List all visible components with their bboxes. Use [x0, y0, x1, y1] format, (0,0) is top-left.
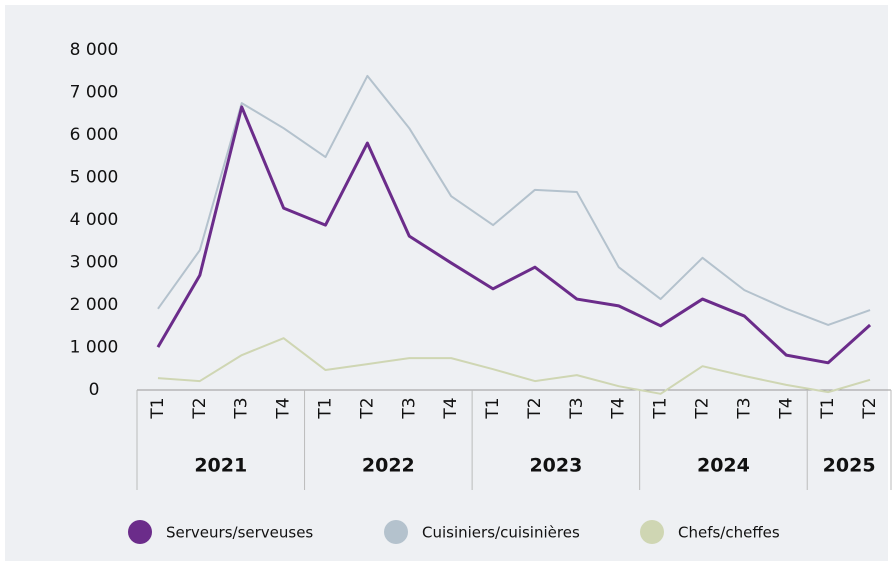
legend-swatch — [640, 520, 664, 544]
series-line — [157, 74, 871, 326]
year-label: 2025 — [823, 455, 876, 477]
x-tick-label: T1 — [651, 397, 671, 419]
legend-label: Cuisiniers/cuisinières — [422, 524, 580, 542]
x-tick-label: T4 — [441, 397, 461, 419]
x-tick-label: T3 — [567, 397, 587, 419]
year-label: 2022 — [362, 455, 415, 477]
legend-label: Chefs/cheffes — [678, 524, 780, 542]
y-tick-label: 8 000 — [70, 40, 119, 60]
y-tick-label: 2 000 — [70, 295, 119, 315]
y-tick-label: 5 000 — [70, 168, 119, 188]
legend-swatch — [384, 520, 408, 544]
x-tick-label: T2 — [357, 397, 377, 419]
x-tick-label: T4 — [609, 397, 629, 419]
y-tick-label: 7 000 — [70, 83, 119, 103]
x-tick-label: T2 — [860, 397, 880, 419]
x-tick-label: T1 — [148, 397, 168, 419]
x-tick-label: T1 — [483, 397, 503, 419]
series-line — [157, 337, 871, 395]
y-tick-label: 3 000 — [70, 253, 119, 273]
x-tick-label: T4 — [776, 397, 796, 419]
y-tick-label: 0 — [89, 380, 100, 400]
x-tick-label: T2 — [693, 397, 713, 419]
x-tick-label: T3 — [232, 397, 252, 419]
legend-label: Serveurs/serveuses — [166, 524, 313, 542]
x-tick-label: T3 — [399, 397, 419, 419]
x-tick-label: T4 — [274, 397, 294, 419]
x-tick-label: T3 — [734, 397, 754, 419]
x-tick-label: T1 — [818, 397, 838, 419]
x-tick-label: T1 — [316, 397, 336, 419]
background — [5, 5, 888, 561]
y-tick-label: 1 000 — [70, 338, 119, 358]
x-tick-label: T2 — [190, 397, 210, 419]
year-label: 2021 — [194, 455, 247, 477]
x-tick-label: T2 — [525, 397, 545, 419]
year-label: 2023 — [529, 455, 582, 477]
legend-swatch — [128, 520, 152, 544]
year-label: 2024 — [697, 455, 750, 477]
y-tick-label: 6 000 — [70, 125, 119, 145]
y-tick-label: 4 000 — [70, 210, 119, 230]
series-line — [156, 105, 872, 365]
